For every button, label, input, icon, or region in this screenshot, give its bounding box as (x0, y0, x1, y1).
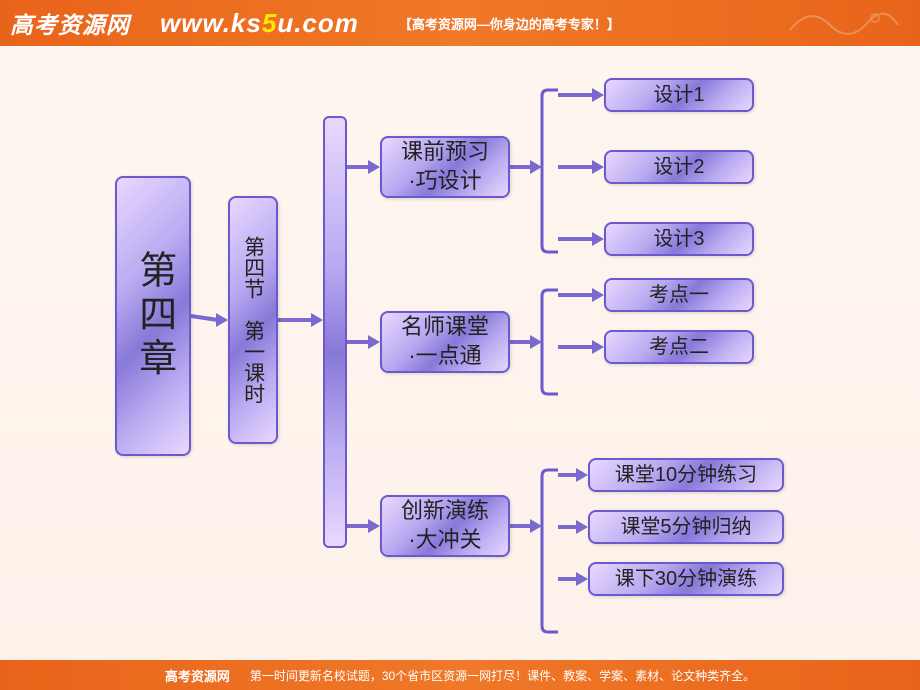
header-bar: 高考资源网 www.ks5u.com 【高考资源网—你身边的高考专家！】 (0, 0, 920, 46)
tagline: 【高考资源网—你身边的高考专家！】 (399, 14, 620, 33)
leaf-node: 设计2 (604, 150, 754, 184)
footer-text: 第一时间更新名校试题，30个省市区资源一网打尽！课件、教案、学案、素材、论文种类… (250, 667, 755, 684)
leaf-node: 课下30分钟演练 (588, 562, 784, 596)
footer-bar: 高考资源网 第一时间更新名校试题，30个省市区资源一网打尽！课件、教案、学案、素… (0, 660, 920, 690)
spine-bar (323, 116, 347, 548)
chapter-node: 第四章 (115, 176, 191, 456)
branch-preview: 课前预习·巧设计 (380, 136, 510, 198)
leaf-node: 设计1 (604, 78, 754, 112)
leaf-node: 考点一 (604, 278, 754, 312)
diagram-canvas: 第四章第四节 第一课时 课前预习·巧设计名师课堂·一点通创新演练·大冲关 设计1 设计… (0, 46, 920, 660)
site-url: www.ks5u.com (160, 8, 359, 39)
leaf-node: 考点二 (604, 330, 754, 364)
leaf-node: 设计3 (604, 222, 754, 256)
leaf-node: 课堂5分钟归纳 (588, 510, 784, 544)
section-node: 第四节 第一课时 (228, 196, 278, 444)
logo-text: 高考资源网 (10, 6, 130, 40)
leaf-node: 课堂10分钟练习 (588, 458, 784, 492)
branch-teacher: 名师课堂·一点通 (380, 311, 510, 373)
footer-brand: 高考资源网 (165, 666, 230, 685)
branch-practice: 创新演练·大冲关 (380, 495, 510, 557)
header-decoration (780, 0, 900, 46)
